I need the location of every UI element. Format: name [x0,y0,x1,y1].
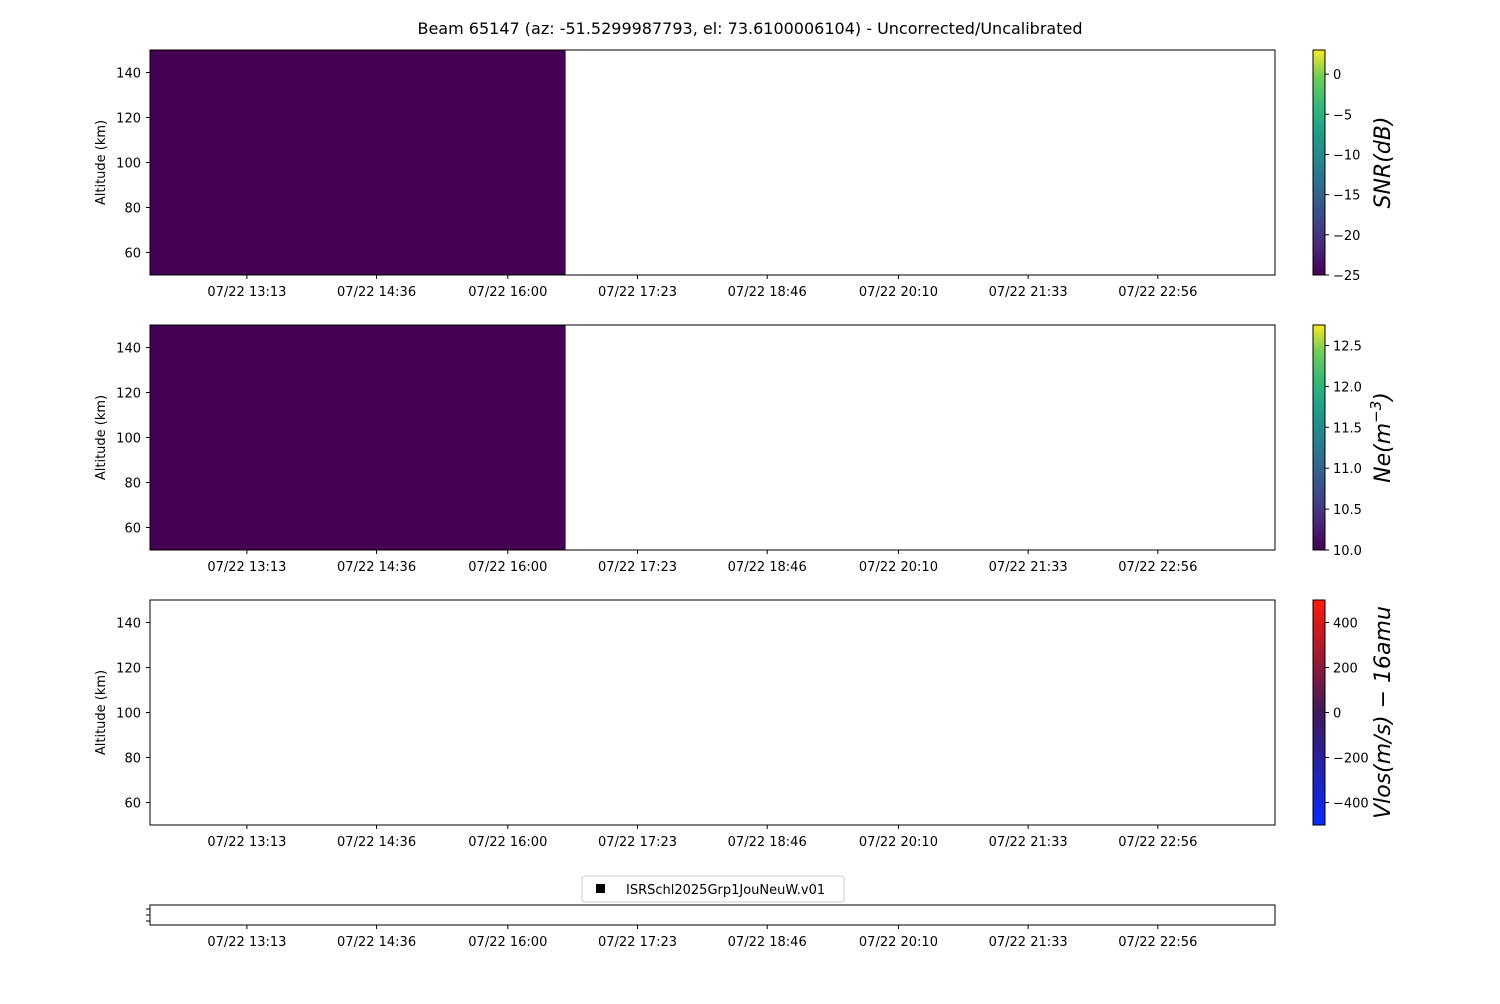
x-tick-label: 07/22 16:00 [468,935,547,950]
y-tick-label: 80 [124,477,141,492]
y-tick-label: 60 [124,247,141,262]
y-tick-label: 100 [116,432,141,447]
x-tick-label: 07/22 16:00 [468,835,547,850]
colorbar-tick-label: 11.0 [1333,462,1362,477]
x-tick-label: 07/22 14:36 [337,285,416,300]
x-tick-label: 07/22 14:36 [337,935,416,950]
x-tick-label: 07/22 21:33 [989,560,1068,575]
x-tick-label: 07/22 17:23 [598,835,677,850]
x-tick-label: 07/22 20:10 [859,285,938,300]
colorbar-tick-label: −10 [1333,148,1360,163]
data-mesh [150,50,566,275]
x-tick-label: 07/22 21:33 [989,285,1068,300]
y-axis-label: Altitude (km) [94,395,109,480]
colorbar-tick-label: 12.5 [1333,339,1362,354]
x-tick-label: 07/22 22:56 [1118,285,1197,300]
x-tick-label: 07/22 21:33 [989,935,1068,950]
x-tick-label: 07/22 13:13 [207,935,286,950]
y-tick-label: 60 [124,797,141,812]
legend-box [581,875,845,903]
x-tick-label: 07/22 18:46 [728,560,807,575]
y-tick-label: 100 [116,707,141,722]
colorbar-label: Ne(m−3) [1367,392,1396,483]
colorbar-tick-label: −400 [1333,797,1369,812]
colorbar-tick-label: −20 [1333,229,1360,244]
x-tick-label: 07/22 18:46 [728,835,807,850]
x-tick-label: 07/22 22:56 [1118,560,1197,575]
colorbar-tick-label: 10.0 [1333,544,1362,559]
colorbar-tick-label: −15 [1333,189,1360,204]
x-tick-label: 07/22 16:00 [468,285,547,300]
y-axis-label: Altitude (km) [94,120,109,205]
colorbar-label: Vlos(m/s) − 16amu [1371,606,1396,819]
x-tick-label: 07/22 13:13 [207,285,286,300]
x-tick-label: 07/22 22:56 [1118,935,1197,950]
x-tick-label: 07/22 20:10 [859,935,938,950]
x-tick-label: 07/22 17:23 [598,285,677,300]
x-tick-label: 07/22 17:23 [598,935,677,950]
x-tick-label: 07/22 20:10 [859,835,938,850]
colorbar-label: SNR(dB) [1371,117,1396,209]
colorbar-tick-label: 200 [1333,662,1358,677]
y-tick-label: 60 [124,522,141,537]
x-tick-label: 07/22 16:00 [468,560,547,575]
x-tick-label: 07/22 18:46 [728,285,807,300]
colorbar-tick-label: 400 [1333,617,1358,632]
legend-marker-square [596,884,605,893]
y-tick-label: 100 [116,157,141,172]
x-tick-label: 07/22 13:13 [207,835,286,850]
y-tick-label: 120 [116,662,141,677]
colorbar-tick-label: 10.5 [1333,503,1362,518]
colorbar-tick-label: −25 [1333,269,1360,284]
colorbar-tick-label: 12.0 [1333,380,1362,395]
y-tick-label: 120 [116,112,141,127]
colorbar-tick-label: −200 [1333,752,1369,767]
chart-title: Beam 65147 (az: -51.5299987793, el: 73.6… [417,19,1082,38]
y-axis-label: Altitude (km) [94,670,109,755]
y-tick-label: 140 [116,67,141,82]
data-mesh [150,325,566,550]
legend-label: ISRSchl2025Grp1JouNeuW.v01 [626,883,825,898]
y-tick-label: 140 [116,617,141,632]
colorbar-tick-label: 11.5 [1333,421,1362,436]
x-tick-label: 07/22 20:10 [859,560,938,575]
y-tick-label: 80 [124,752,141,767]
x-tick-label: 07/22 13:13 [207,560,286,575]
bottom-axes-frame [149,904,1276,926]
x-tick-label: 07/22 21:33 [989,835,1068,850]
colorbar-tick-label: 0 [1333,68,1341,83]
colorbar-tick-label: −5 [1333,108,1352,123]
x-tick-label: 07/22 22:56 [1118,835,1197,850]
colorbar [1312,49,1326,276]
colorbar [1312,599,1326,826]
y-tick-label: 120 [116,387,141,402]
x-tick-label: 07/22 14:36 [337,560,416,575]
axes-frame [149,599,1276,826]
colorbar [1312,324,1326,551]
x-tick-label: 07/22 18:46 [728,935,807,950]
colorbar-tick-label: 0 [1333,707,1341,722]
x-tick-label: 07/22 14:36 [337,835,416,850]
y-tick-label: 80 [124,202,141,217]
x-tick-label: 07/22 17:23 [598,560,677,575]
y-tick-label: 140 [116,342,141,357]
